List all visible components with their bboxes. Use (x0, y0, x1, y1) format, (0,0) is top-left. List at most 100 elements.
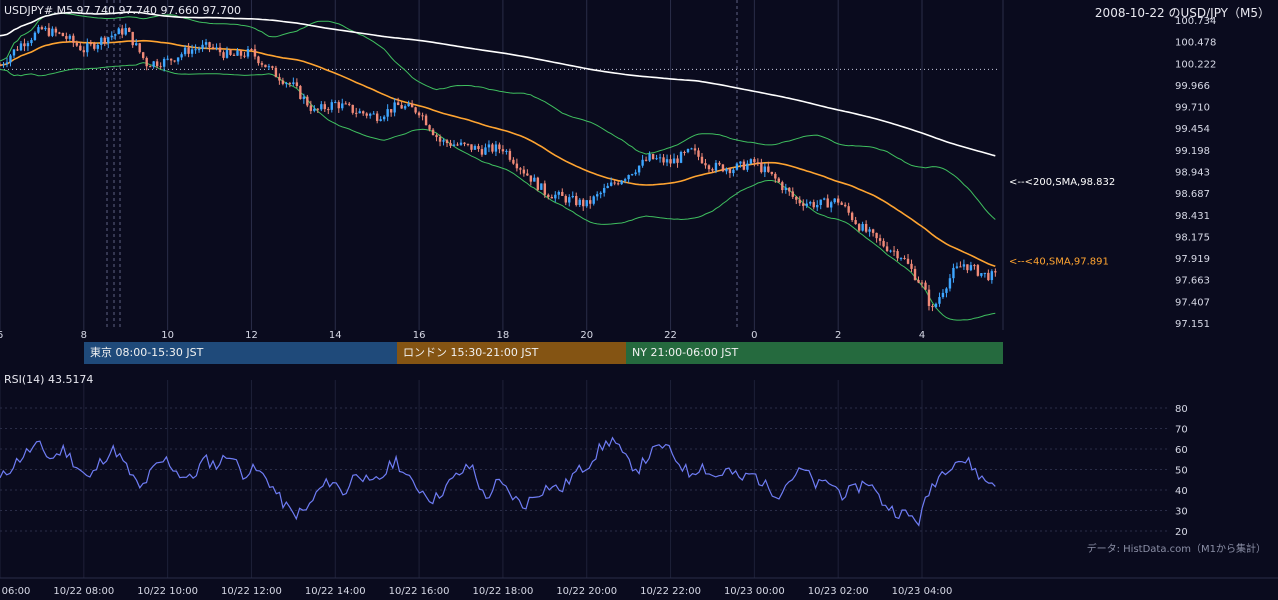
candle-body (871, 229, 875, 233)
candle-body (407, 103, 410, 107)
candle-body (679, 152, 683, 163)
hour-tick-label: 4 (919, 330, 925, 341)
candle-body (711, 169, 714, 171)
candle-body (955, 266, 959, 268)
candle-body (606, 185, 609, 189)
candle-body (623, 179, 627, 181)
candle-body (400, 105, 403, 109)
candle-body (969, 265, 973, 271)
candle-body (229, 50, 232, 55)
candle-body (644, 159, 648, 161)
candle-body (683, 152, 686, 154)
bollinger-lower (0, 62, 996, 321)
candle-body (396, 102, 400, 106)
candle-body (180, 54, 183, 58)
candle-body (571, 195, 574, 198)
candle-body (148, 66, 152, 68)
candle-body (358, 111, 361, 114)
candle-body (484, 147, 487, 155)
session-bar-ny: NY 21:00-06:00 JST (626, 342, 1003, 364)
candle-body (445, 140, 449, 144)
candle-body (470, 144, 473, 150)
candle-body (763, 166, 767, 173)
candle-body (253, 49, 257, 57)
candle-body (452, 144, 456, 146)
price-tick-label: 100.734 (1175, 16, 1216, 27)
candle-body (973, 265, 976, 267)
candle-body (79, 45, 82, 51)
rsi-tick-label: 80 (1175, 404, 1188, 415)
candle-body (554, 194, 557, 199)
candle-body (121, 28, 124, 35)
time-tick-label: 10/22 22:00 (640, 586, 701, 597)
candle-body (309, 105, 313, 111)
candle-body (966, 264, 969, 271)
candle-body (526, 173, 529, 176)
rsi-series (0, 436, 996, 527)
candle-body (344, 103, 347, 105)
candle-body (672, 158, 676, 164)
candle-body (854, 220, 857, 225)
candle-body (857, 224, 861, 231)
candle-body (990, 271, 994, 281)
candle-body (959, 266, 962, 268)
candle-body (239, 50, 243, 56)
candle-body (609, 182, 613, 186)
price-tick-label: 98.175 (1175, 232, 1210, 243)
candle-body (847, 206, 850, 213)
candle-body (375, 113, 379, 121)
candle-body (927, 289, 931, 306)
candle-body (487, 144, 491, 148)
candle-body (124, 28, 127, 35)
candle-body (278, 77, 281, 81)
hour-tick-label: 20 (580, 330, 593, 341)
candle-body (791, 191, 794, 197)
rsi-tick-label: 60 (1175, 445, 1188, 456)
candle-body (533, 177, 536, 182)
candle-body (833, 198, 836, 203)
candle-body (505, 150, 508, 152)
candle-body (924, 282, 927, 290)
candle-body (110, 35, 113, 38)
candle-body (5, 62, 9, 65)
candle-body (802, 203, 805, 206)
candle-body (183, 47, 187, 55)
rsi-line (0, 436, 996, 527)
candle-body (892, 250, 896, 252)
candle-body (501, 149, 505, 152)
sma-annotation: <--<40,SMA,97.891 (1009, 256, 1109, 267)
candle-body (355, 112, 358, 114)
candle-body (714, 162, 718, 171)
candle-body (721, 164, 725, 172)
candle-body (861, 223, 864, 231)
candle-body (634, 172, 637, 175)
candle-body (889, 250, 892, 252)
hour-tick-label: 8 (81, 330, 87, 341)
candle-body (0, 65, 2, 67)
time-tick-label: 10/22 16:00 (389, 586, 450, 597)
candle-body (428, 125, 431, 130)
sma40-line (0, 39, 996, 268)
candle-body (362, 111, 365, 114)
candle-body (777, 178, 781, 183)
candle-body (850, 212, 854, 221)
candle-body (760, 162, 763, 173)
candle-body (809, 202, 812, 204)
hour-tick-label: 12 (245, 330, 258, 341)
hour-tick-label: 0 (751, 330, 757, 341)
hour-tick-label: 16 (413, 330, 426, 341)
candle-body (382, 116, 386, 120)
candle-body (208, 42, 211, 48)
price-tick-label: 98.431 (1175, 211, 1210, 222)
candle-body (145, 57, 148, 67)
candle-body (529, 175, 533, 182)
candle-body (651, 154, 655, 160)
candle-body (655, 158, 658, 160)
candle-body (550, 196, 554, 199)
candle-body (264, 64, 267, 68)
candle-body (662, 157, 665, 163)
candle-body (103, 37, 106, 44)
candle-body (805, 203, 808, 206)
candle-body (68, 35, 72, 39)
